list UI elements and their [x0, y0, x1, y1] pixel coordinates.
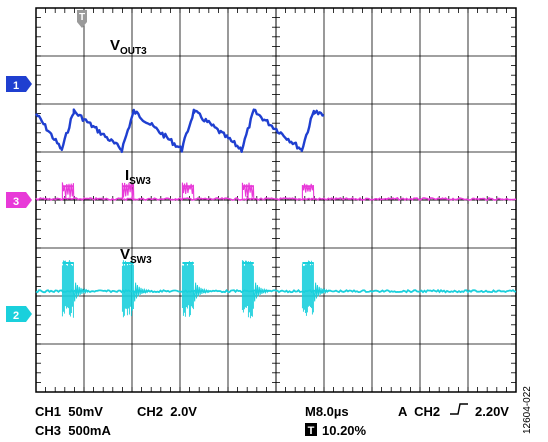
rising-edge-icon	[450, 403, 468, 415]
trigger-source: A CH2	[398, 404, 441, 419]
vsw3-baseline	[35, 288, 517, 294]
ch1-scale: CH1 50mV	[35, 404, 103, 419]
vsw3-burst	[181, 261, 194, 317]
trace-area	[34, 108, 517, 319]
isw3-pulse	[61, 182, 75, 200]
vout3-label: VOUT3	[110, 37, 147, 57]
vsw3-label: VSW3	[120, 246, 152, 266]
vsw3-burst	[301, 260, 314, 316]
trigger-position: 10.20%	[322, 423, 367, 438]
ch2-scale: CH2 2.0V	[137, 404, 197, 419]
ch2-marker: 2	[6, 306, 32, 322]
vsw3-ringing	[133, 282, 150, 302]
trigger-level: 2.20V	[475, 404, 509, 419]
isw3-label: ISW3	[125, 167, 151, 187]
isw3-pulse	[181, 182, 195, 200]
trigger-pos-icon-letter: T	[308, 425, 315, 437]
isw3-pulse	[241, 182, 255, 200]
trigger-position-letter: T	[79, 12, 85, 23]
timebase: M8.0µs	[305, 404, 349, 419]
vsw3-burst	[241, 260, 254, 319]
trigger-pos-icon: T	[305, 423, 317, 437]
ch1-marker: 1	[6, 76, 32, 92]
vsw3-ringing	[313, 282, 330, 302]
ch3-scale: CH3 500mA	[35, 423, 111, 438]
isw3-pulse	[301, 183, 315, 200]
vsw3-ringing	[193, 282, 210, 302]
ch3-marker: 3	[6, 192, 32, 208]
figure-id: 12604-022	[522, 386, 533, 434]
vsw3-ringing	[253, 282, 270, 302]
ch2-marker-label: 2	[13, 310, 19, 322]
vsw3-burst	[61, 260, 74, 318]
ch1-marker-label: 1	[13, 80, 19, 92]
trigger-position-icon: T	[77, 10, 87, 28]
isw3-baseline	[35, 196, 517, 202]
vsw3-ringing	[73, 282, 90, 302]
vsw3-burst	[121, 260, 134, 318]
vout3-trace	[34, 108, 325, 154]
isw3-pulse	[121, 182, 135, 200]
ch3-marker-label: 3	[13, 196, 19, 208]
